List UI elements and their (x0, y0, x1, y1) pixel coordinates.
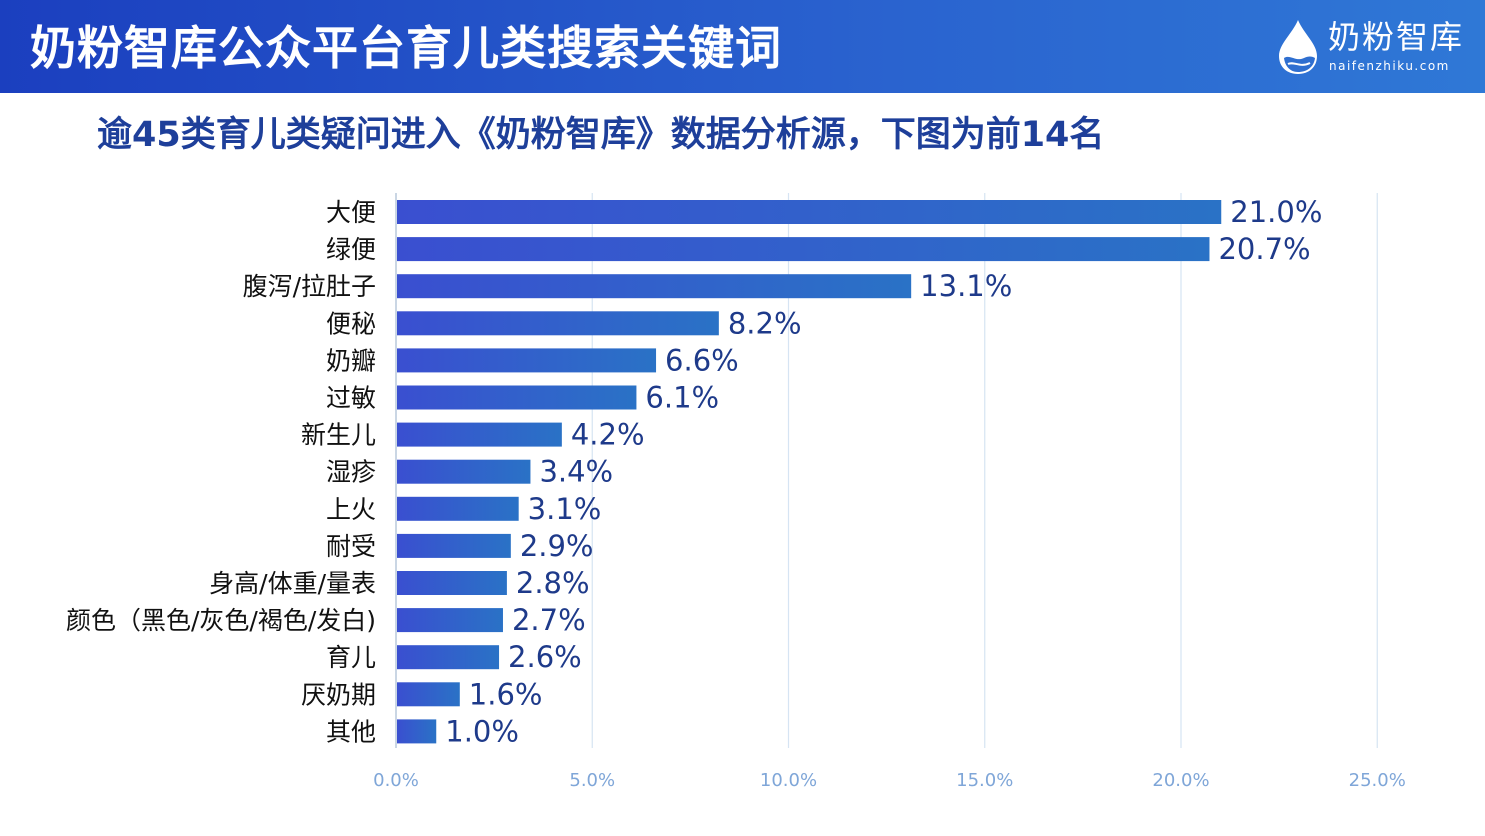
value-label: 1.6% (469, 677, 543, 711)
value-label: 13.1% (920, 269, 1012, 303)
bar (397, 533, 511, 558)
value-label: 3.1% (528, 492, 602, 526)
bar (397, 422, 562, 447)
category-label: 大便 (326, 198, 376, 227)
bar (397, 459, 531, 484)
bar (397, 608, 503, 633)
bar (397, 348, 657, 373)
value-labels: 21.0%20.7%13.1%8.2%6.6%6.1%4.2%3.4%3.1%2… (445, 195, 1322, 748)
category-label: 身高/体重/量表 (209, 569, 376, 598)
x-tick-label: 10.0% (760, 770, 817, 791)
bar (397, 682, 460, 707)
bar (397, 645, 500, 670)
value-label: 6.6% (665, 343, 739, 377)
value-label: 4.2% (571, 418, 645, 452)
value-label: 2.9% (520, 529, 594, 563)
category-label: 其他 (326, 717, 376, 746)
bar (397, 274, 912, 299)
bar (397, 200, 1222, 224)
bar (397, 311, 719, 336)
category-label: 过敏 (326, 384, 376, 413)
chart-subtitle: 逾45类育儿类疑问进入《奶粉智库》数据分析源，下图为前14名 (97, 115, 1105, 155)
water-drop-icon (1279, 20, 1317, 74)
logo-name: 奶粉智库 (1328, 18, 1465, 56)
value-label: 1.0% (445, 714, 519, 748)
bar (397, 385, 637, 410)
category-label: 耐受 (326, 532, 376, 561)
logo-url: naifenzhiku.com (1329, 59, 1450, 73)
header-banner: 奶粉智库公众平台育儿类搜索关键词 奶粉智库 naifenzhiku.com (0, 0, 1485, 93)
value-label: 2.7% (512, 603, 586, 637)
x-tick-label: 15.0% (956, 770, 1013, 791)
value-label: 3.4% (539, 455, 613, 489)
x-tick-label: 5.0% (569, 770, 615, 791)
bar (397, 719, 437, 744)
value-label: 2.6% (508, 640, 582, 674)
category-label: 奶瓣 (326, 346, 376, 375)
category-label: 颜色（黑色/灰色/褐色/发白) (66, 606, 376, 635)
category-label: 育儿 (326, 643, 376, 672)
value-label: 6.1% (645, 381, 719, 415)
x-tick-label: 25.0% (1349, 770, 1406, 791)
category-labels: 大便绿便腹泻/拉肚子便秘奶瓣过敏新生儿湿疹上火耐受身高/体重/量表颜色（黑色/灰… (66, 198, 376, 746)
brand-logo: 奶粉智库 naifenzhiku.com (1276, 14, 1466, 80)
x-tick-labels: 0.0% 5.0% 10.0% 15.0% 20.0% 25.0% (373, 770, 1406, 791)
category-label: 厌奶期 (301, 680, 376, 709)
category-label: 绿便 (326, 235, 376, 264)
category-label: 湿疹 (326, 458, 376, 487)
bars (397, 200, 1222, 744)
value-label: 20.7% (1218, 232, 1310, 266)
category-label: 便秘 (326, 309, 376, 338)
value-label: 2.8% (516, 566, 590, 600)
category-label: 腹泻/拉肚子 (243, 272, 376, 301)
bar (397, 237, 1210, 262)
category-label: 新生儿 (301, 421, 376, 450)
header-title: 奶粉智库公众平台育儿类搜索关键词 (30, 21, 782, 75)
value-label: 8.2% (728, 306, 802, 340)
bar (397, 571, 507, 595)
x-tick-label: 0.0% (373, 770, 419, 791)
bar (397, 496, 519, 521)
category-label: 上火 (326, 495, 376, 524)
x-tick-label: 20.0% (1152, 770, 1209, 791)
value-label: 21.0% (1230, 195, 1322, 229)
